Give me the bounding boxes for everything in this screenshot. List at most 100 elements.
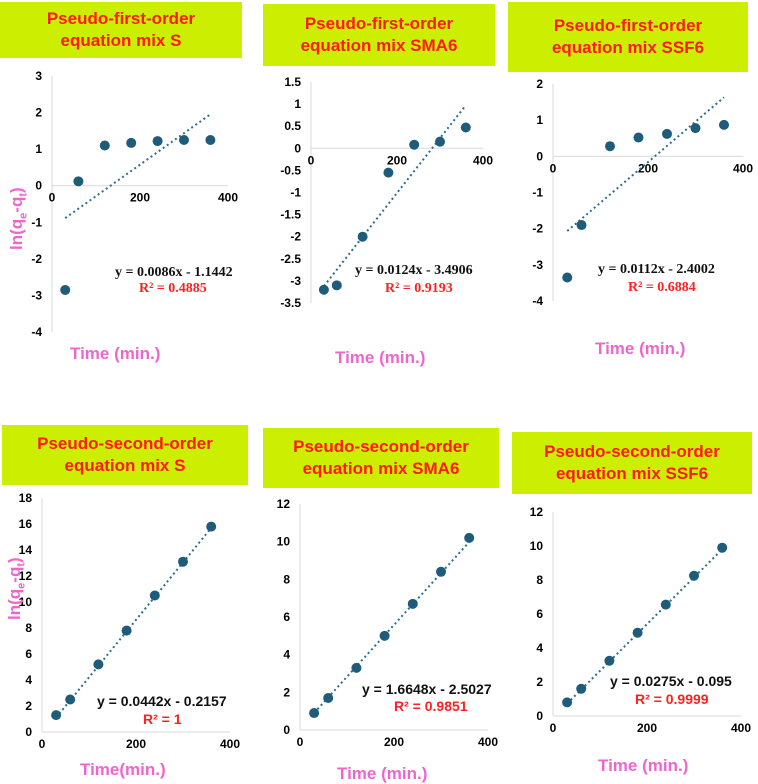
r-squared: R² = 0.6884 (628, 280, 696, 295)
x-tick-label: 400 (733, 161, 753, 175)
chart-title: Pseudo-second-order equation mix SMA6 (263, 428, 499, 488)
y-tick-label: -2 (31, 252, 42, 266)
data-point (309, 708, 320, 719)
data-point (689, 570, 699, 581)
y-axis-label: ln(qe-qt) (5, 557, 28, 620)
y-tick-label: -2 (532, 222, 543, 236)
y-tick-label: 0 (35, 179, 42, 193)
data-point (436, 566, 446, 577)
chart-title-line2: equation mix SMA6 (302, 459, 460, 478)
data-point (632, 627, 643, 638)
y-tick-label: 10 (277, 535, 291, 549)
y-tick-label: 3 (35, 69, 42, 83)
trendline-equation: y = 0.0112x - 2.4002 (598, 262, 715, 277)
data-point (605, 141, 615, 152)
chart-plot: 0 2 4 6 8 10 12 0 200 400 (530, 505, 752, 735)
y-tick-label: 10 (19, 595, 33, 609)
x-tick-label: 200 (637, 721, 657, 735)
data-point (633, 132, 644, 143)
x-tick-label: 200 (126, 737, 146, 751)
y-tick-label: -3 (532, 258, 543, 272)
r-squared: R² = 0.9193 (385, 281, 453, 296)
chart-plot: -4 -3 -2 -1 0 1 2 0 200 400 (532, 77, 753, 308)
x-axis-label: Time(min.) (80, 760, 166, 779)
data-point (662, 128, 672, 139)
y-tick-label: 2 (35, 106, 42, 120)
x-axis-label: Time (min.) (335, 348, 426, 367)
data-point (576, 683, 587, 694)
y-tick-label: 0 (25, 725, 32, 739)
y-tick-label: 0 (536, 709, 543, 723)
y-tick-label: 1.5 (284, 75, 301, 89)
r-squared: R² = 0.9999 (635, 691, 709, 707)
chart-title-line1: Pseudo-first-order (304, 14, 454, 33)
x-tick-label: 0 (550, 161, 557, 175)
chart-title-line1: Pseudo-first-order (46, 9, 196, 28)
y-tick-label: 6 (536, 607, 543, 621)
trendline-equation: y = 0.0124x - 3.4906 (355, 263, 473, 278)
x-tick-label: 0 (308, 153, 315, 167)
data-point (351, 662, 362, 673)
y-tick-label: 2 (536, 77, 543, 91)
chart-title: Pseudo-first-order equation mix SMA6 (263, 4, 495, 66)
y-tick-label: -1 (290, 186, 301, 200)
data-point (126, 137, 137, 148)
data-point (383, 167, 394, 178)
x-tick-label: 0 (39, 737, 46, 751)
y-tick-label: 0 (283, 723, 290, 737)
chart-title-line2: equation mix SSF6 (551, 38, 705, 57)
trendline (566, 548, 723, 705)
data-point (65, 694, 76, 705)
chart-plot: -3.5 -3 -2.5 -2 -1.5 -1 -0.5 0 0.5 1 1.5 0 200 400 (280, 75, 493, 310)
r-squared: R² = 1 (143, 711, 182, 727)
y-tick-label: 1 (294, 97, 301, 111)
data-point (379, 630, 390, 641)
y-tick-label: 1 (536, 113, 543, 127)
y-tick-label: 6 (25, 647, 32, 661)
y-tick-label: 8 (25, 621, 32, 635)
chart-title-line1: Pseudo-second-order (37, 434, 213, 453)
chart-title-line2: equation mix SSF6 (555, 464, 709, 483)
x-axis-label: Time (min.) (598, 756, 689, 775)
y-tick-label: 4 (25, 673, 32, 687)
chart-title: Pseudo-first-order equation mix SSF6 (508, 2, 748, 72)
y-tick-label: -0.5 (280, 163, 301, 177)
y-tick-label: 12 (277, 497, 291, 511)
data-point (357, 231, 368, 242)
y-tick-label: -2.5 (280, 252, 301, 266)
data-point (121, 625, 132, 636)
data-point (435, 136, 445, 147)
y-tick-label: 1 (35, 142, 42, 156)
trendline-equation: y = 0.0275x - 0.095 (610, 673, 732, 689)
x-tick-label: 400 (218, 191, 238, 205)
data-point (407, 598, 418, 609)
data-point (206, 521, 217, 532)
y-tick-label: -2 (290, 230, 301, 244)
x-tick-label: 400 (478, 735, 498, 749)
data-point (604, 655, 615, 666)
y-tick-label: 12 (19, 569, 33, 583)
r-squared: R² = 0.9851 (394, 698, 468, 714)
data-point (60, 284, 71, 295)
y-tick-label: 4 (536, 641, 543, 655)
data-point (179, 135, 189, 145)
data-point (331, 280, 342, 291)
y-tick-label: 14 (19, 543, 33, 557)
y-tick-label: -1 (31, 215, 42, 229)
trendline (55, 527, 212, 719)
chart-title: Pseudo-second-order equation mix S (2, 425, 248, 485)
data-point (460, 122, 471, 133)
y-tick-label: 2 (536, 675, 543, 689)
data-point (152, 136, 163, 147)
chart-title-line1: Pseudo-second-order (544, 442, 720, 461)
chart-title: Pseudo-second-order equation mix SSF6 (512, 432, 752, 494)
data-point (576, 220, 587, 231)
y-tick-label: 0.5 (284, 119, 301, 133)
data-point (719, 119, 729, 130)
data-point (562, 272, 573, 283)
chart-title-line2: equation mix SMA6 (300, 36, 458, 55)
trendline (323, 104, 467, 287)
x-tick-label: 400 (473, 153, 493, 167)
x-tick-label: 200 (384, 735, 404, 749)
x-axis-label: Time (min.) (595, 339, 686, 358)
